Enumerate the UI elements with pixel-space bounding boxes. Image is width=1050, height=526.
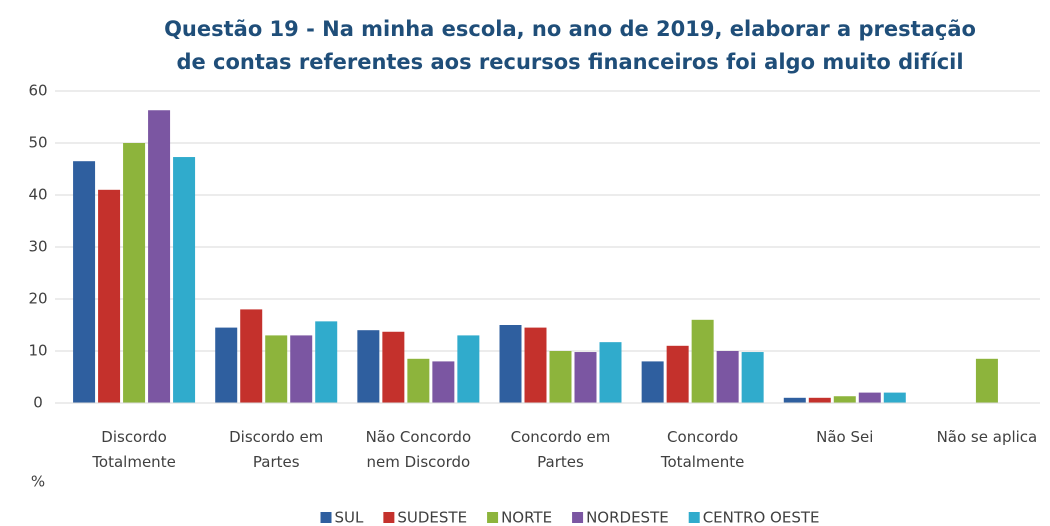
y-tick-label: 30 [28,238,47,256]
bar [741,352,764,403]
y-tick-label: 10 [28,342,47,360]
y-tick-label: 20 [28,290,47,308]
bar [265,335,288,403]
bar [290,335,313,403]
bar [691,319,714,403]
y-tick-label: 60 [28,82,47,100]
x-tick-label: Não se aplica [937,428,1038,446]
bar [432,361,455,403]
legend-label: CENTRO OESTE [703,509,820,526]
bar [123,143,146,403]
bar [240,309,263,403]
bar [73,161,96,403]
bar [382,331,405,403]
legend-swatch [320,512,332,523]
bar [883,392,906,403]
bar [315,321,338,403]
bar [975,358,998,403]
bar [357,330,380,403]
bar [783,397,806,403]
bar [173,157,196,403]
legend-label: NORTE [501,509,552,526]
legend-swatch [688,512,700,523]
y-tick-label: 40 [28,186,47,204]
bar [574,352,597,403]
x-tick-label: Concordo Totalmente [660,428,745,471]
legend-swatch [487,512,499,523]
bar [549,351,572,403]
bar [148,110,171,404]
chart-title: Questão 19 - Na minha escola, no ano de … [164,17,976,41]
bar [98,189,121,403]
x-tick-label: Não Sei [816,428,873,446]
y-tick-label: 50 [28,134,47,152]
legend-swatch [383,512,395,523]
y-tick-label: 0 [33,394,43,412]
bar [716,351,739,403]
bar [524,327,547,403]
bar [808,397,831,403]
bar [666,345,689,403]
x-tick-label: Não Concordo nem Discordo [366,428,472,471]
bar [499,325,522,403]
legend-swatch [572,512,584,523]
bar [407,358,430,403]
legend-label: NORDESTE [586,509,669,526]
bar [599,342,622,403]
chart-title: de contas referentes aos recursos financ… [176,50,963,74]
bar [457,335,480,403]
bar [215,327,238,403]
legend: SUL SUDESTE NORTE NORDESTE CENTRO OESTE [320,509,820,526]
bar [641,361,664,403]
bar [833,396,856,403]
y-axis-label: % [31,473,45,491]
bar [858,392,881,403]
x-tick-label: Discordo em Partes [229,428,323,471]
x-tick-label: Discordo Totalmente [91,428,176,471]
legend-label: SUDESTE [397,509,467,526]
x-tick-label: Concordo em Partes [511,428,611,471]
legend-label: SUL [335,509,365,526]
